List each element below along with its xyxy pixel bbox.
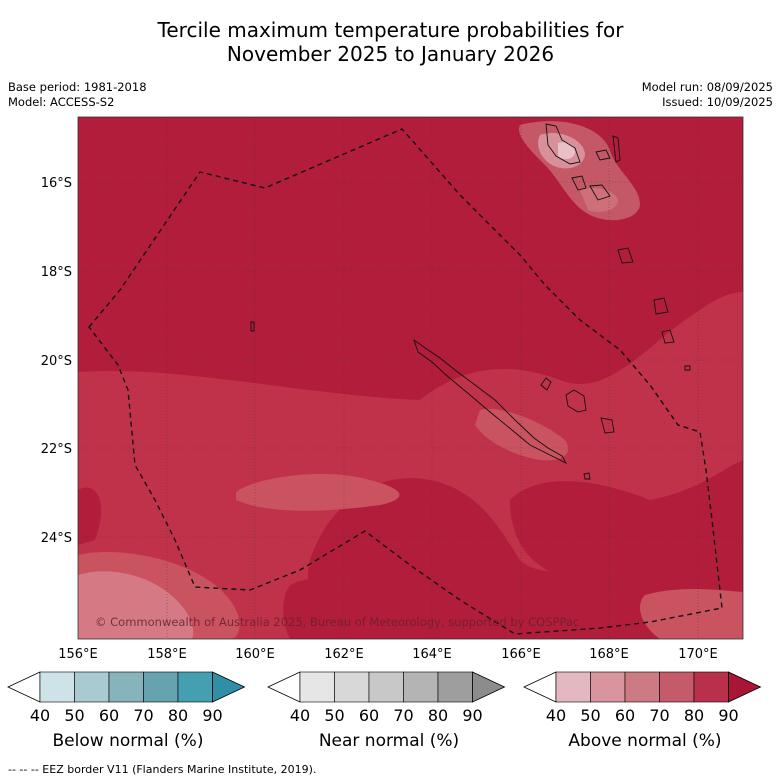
vanuatu-2 [571, 175, 587, 191]
island-1 [540, 377, 552, 391]
lon-label: 162°E [324, 647, 364, 662]
map-frame [77, 116, 744, 640]
island-4 [583, 472, 591, 480]
colorbar-tick-label: 40 [546, 706, 566, 725]
eez-border [88, 128, 723, 635]
probability-fill [78, 117, 743, 639]
colorbar-segment [590, 671, 626, 703]
colorbar-segment [334, 671, 370, 703]
fill-80-90-southwest [78, 487, 102, 545]
gridlines [78, 117, 743, 639]
colorbar-tick-label: 50 [580, 706, 600, 725]
colorbar-tick-label: 90 [202, 706, 222, 725]
lon-label: 160°E [235, 647, 275, 662]
colorbar-tick-label: 70 [649, 706, 669, 725]
colorbar-tick-label: 80 [428, 706, 448, 725]
colorbar-extend-high [728, 671, 762, 703]
vanuatu-7 [653, 297, 669, 315]
colorbar-extend-high [472, 671, 506, 703]
colorbar-extend-low [7, 671, 41, 703]
fill-80-90-southeast [510, 460, 743, 597]
fill-60-70-newcal [475, 409, 569, 461]
colorbar-extend-high [212, 671, 246, 703]
colorbar-extend-low [267, 671, 301, 703]
model-run-text: Model run: 08/09/2025 [641, 80, 773, 94]
colorbar-segment [437, 671, 473, 703]
lat-label: 24°S [41, 531, 72, 546]
lon-label: 158°E [147, 647, 187, 662]
colorbar-tick-label: 80 [684, 706, 704, 725]
vanuatu-espiritu [545, 123, 581, 165]
fill-80-90-south [283, 578, 371, 639]
colorbar-segment [299, 671, 335, 703]
colorbar-segment [368, 671, 404, 703]
colorbar-segment [74, 671, 110, 703]
island-3 [600, 417, 615, 434]
lat-label: 20°S [41, 354, 72, 369]
lat-label: 18°S [41, 265, 72, 280]
copyright-text: © Commonwealth of Australia 2025, Bureau… [95, 615, 579, 629]
eez-footnote: -- -- -- EEZ border V11 (Flanders Marine… [8, 763, 317, 776]
meta-left: Base period: 1981-2018 Model: ACCESS-S2 [8, 80, 147, 110]
colorbar-tick-label: 50 [64, 706, 84, 725]
colorbar-label-above: Above normal (%) [568, 731, 722, 751]
title-line-1: Tercile maximum temperature probabilitie… [157, 18, 624, 42]
island-small-west [250, 321, 255, 332]
colorbar-segment [177, 671, 213, 703]
colorbar-tick-label: 90 [462, 706, 482, 725]
colorbar-segment [693, 671, 729, 703]
colorbar-segment [659, 671, 695, 703]
colorbar-label-near: Near normal (%) [318, 731, 460, 751]
colorbar-tick-label: 70 [133, 706, 153, 725]
lon-label: 170°E [678, 647, 718, 662]
fill-60-70-band [236, 473, 400, 511]
colorbar-tick-label: 40 [30, 706, 50, 725]
colorbar-segment [403, 671, 439, 703]
colorbar-segment [108, 671, 144, 703]
colorbar-segment [39, 671, 75, 703]
fill-near-white-vanuatu [558, 142, 576, 160]
colorbar-segment [143, 671, 179, 703]
lon-label: 164°E [412, 647, 452, 662]
colorbar-tick-label: 90 [718, 706, 738, 725]
colorbar-extend-low [523, 671, 557, 703]
title-line-2: November 2025 to January 2026 [226, 42, 555, 66]
colorbar-tick-label: 80 [168, 706, 188, 725]
island-2 [565, 389, 587, 413]
lon-labels: 156°E 158°E 160°E 162°E 164°E 166°E 168°… [58, 647, 718, 662]
issued-text: Issued: 10/09/2025 [662, 95, 773, 109]
colorbar-tick-label: 60 [359, 706, 379, 725]
meta-right: Model run: 08/09/2025 Issued: 10/09/2025 [642, 80, 773, 110]
colorbar-tick-label: 70 [393, 706, 413, 725]
colorbar-label-below: Below normal (%) [52, 731, 204, 751]
colorbar-tick-label: 60 [615, 706, 635, 725]
lon-label: 166°E [501, 647, 541, 662]
fill-50-60-sw [78, 571, 194, 639]
chart-title: Tercile maximum temperature probabilitie… [0, 18, 781, 66]
new-caledonia-outline [413, 338, 568, 465]
vanuatu-4 [595, 149, 611, 161]
lat-labels: 16°S 18°S 20°S 22°S 24°S [41, 176, 72, 546]
colorbar-segment [555, 671, 591, 703]
lat-label: 22°S [41, 442, 72, 457]
base-period-text: Base period: 1981-2018 [8, 80, 147, 94]
vanuatu-5 [612, 135, 621, 163]
lat-label: 16°S [41, 176, 72, 191]
lon-label: 156°E [58, 647, 98, 662]
vanuatu-8 [661, 329, 675, 344]
colorbar-tick-label: 60 [99, 706, 119, 725]
island-matthew [684, 365, 691, 371]
vanuatu-6 [617, 247, 634, 264]
coastlines [250, 123, 691, 480]
model-text: Model: ACCESS-S2 [8, 95, 115, 109]
colorbars: 40 50 60 70 80 90 40 50 60 70 80 90 40 50 60 70 80 90 [7, 671, 762, 725]
vanuatu-3 [589, 184, 611, 201]
lon-label: 168°E [589, 647, 629, 662]
colorbar-tick-label: 50 [324, 706, 344, 725]
colorbar-segment [624, 671, 660, 703]
colorbar-tick-label: 40 [290, 706, 310, 725]
